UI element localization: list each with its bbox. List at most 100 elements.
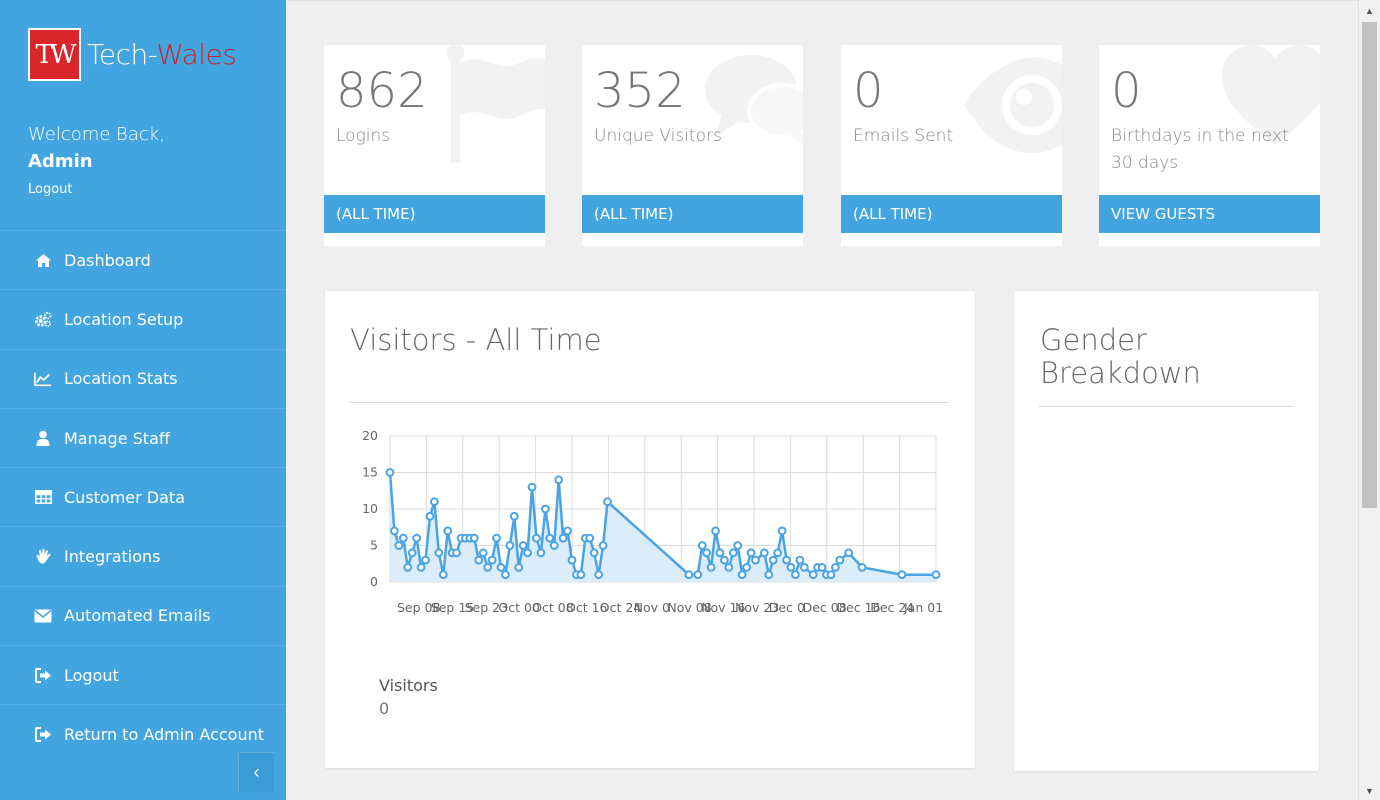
- data-point: [715, 548, 725, 558]
- data-point: [540, 504, 550, 514]
- data-point: [487, 555, 497, 565]
- data-point: [746, 548, 756, 558]
- stat-card-birthdays: 0 Birthdays in the next 30 days VIEW GUE…: [1099, 45, 1320, 246]
- visitors-panel: Visitors - All Time 0 5 10 15 20 Sep 08 Sep 15…: [325, 291, 975, 768]
- sidebar-item-return-admin[interactable]: Return to Admin Account: [0, 704, 286, 763]
- stat-value: 0: [853, 63, 884, 119]
- data-point: [385, 468, 395, 477]
- data-point: [728, 548, 738, 558]
- data-point: [403, 563, 413, 572]
- panel-divider: [1039, 406, 1294, 407]
- data-point: [549, 541, 559, 550]
- data-point: [474, 555, 484, 565]
- sidebar-item-location-setup[interactable]: Location Setup: [0, 289, 286, 348]
- data-point: [706, 563, 716, 572]
- stat-value: 0: [1111, 63, 1142, 119]
- page-scrollbar[interactable]: ▲ ▼: [1358, 0, 1380, 800]
- stat-value: 862: [336, 63, 428, 119]
- home-icon: [34, 253, 52, 268]
- data-point: [416, 563, 426, 572]
- x-tick-label: Oct 08: [532, 600, 574, 615]
- data-point: [724, 563, 734, 572]
- y-tick-label: 15: [362, 465, 378, 480]
- data-point: [394, 541, 404, 550]
- data-point: [733, 541, 743, 550]
- stat-footer-link[interactable]: (ALL TIME): [841, 195, 1062, 233]
- sidebar-item-integrations[interactable]: Integrations: [0, 526, 286, 585]
- data-point: [567, 555, 577, 565]
- data-point: [777, 526, 787, 536]
- data-point: [830, 563, 840, 572]
- line-chart-icon: [34, 371, 52, 387]
- sidebar-item-label: Dashboard: [64, 250, 151, 270]
- scroll-thumb[interactable]: [1362, 22, 1377, 508]
- data-point: [527, 482, 537, 492]
- data-point: [711, 526, 720, 536]
- data-point: [603, 497, 612, 507]
- brand-name: Tech-Wales: [87, 38, 237, 71]
- comments-icon: [705, 55, 803, 145]
- data-point: [496, 563, 506, 572]
- x-tick-label: Dec 08: [803, 600, 847, 615]
- legend-label: Visitors: [379, 676, 438, 695]
- stat-card-logins: 862 Logins (ALL TIME): [324, 45, 545, 246]
- data-point: [857, 563, 867, 572]
- data-point: [438, 570, 448, 580]
- data-point: [523, 548, 533, 558]
- stat-card-emails-sent: 0 Emails Sent (ALL TIME): [841, 45, 1062, 246]
- eye-icon: [964, 57, 1062, 153]
- data-point: [786, 563, 796, 572]
- data-point: [795, 555, 805, 565]
- data-point: [585, 533, 595, 543]
- data-point: [737, 570, 747, 580]
- sidebar-item-label: Location Stats: [64, 369, 178, 389]
- data-point: [742, 563, 752, 572]
- table-icon: [34, 490, 52, 505]
- chevron-left-icon: ‹: [253, 762, 260, 782]
- sidebar-item-automated-emails[interactable]: Automated Emails: [0, 585, 286, 645]
- sidebar-item-label: Return to Admin Account: [64, 725, 265, 745]
- data-point: [791, 570, 800, 580]
- data-point: [702, 548, 712, 558]
- scroll-down-arrow-icon[interactable]: ▼: [1365, 786, 1374, 796]
- hand-icon: [34, 548, 52, 565]
- data-point: [509, 511, 519, 521]
- data-point: [598, 541, 608, 550]
- data-point: [751, 555, 760, 565]
- stat-card-unique-visitors: 352 Unique Visitors (ALL TIME): [582, 45, 803, 246]
- scroll-up-arrow-icon[interactable]: ▲: [1365, 6, 1374, 16]
- data-point: [808, 570, 818, 580]
- legend-value: 0: [379, 699, 390, 718]
- data-point: [768, 555, 778, 565]
- stat-label: Birthdays in the next 30 days: [1111, 126, 1289, 173]
- data-point: [931, 570, 941, 580]
- data-point: [429, 497, 439, 507]
- x-tick-label: Dec 0: [769, 600, 805, 615]
- data-point: [773, 548, 783, 558]
- data-point: [563, 526, 572, 536]
- stat-footer-link[interactable]: VIEW GUESTS: [1099, 195, 1320, 233]
- cogs-icon: [34, 311, 52, 328]
- sidebar-item-logout[interactable]: Logout: [0, 645, 286, 704]
- data-point: [684, 570, 694, 580]
- data-point: [443, 526, 453, 536]
- x-tick-label: Nov 08: [667, 600, 711, 615]
- stat-footer-link[interactable]: (ALL TIME): [324, 195, 545, 233]
- sidebar-collapse-button[interactable]: ‹: [238, 752, 274, 792]
- y-tick-label: 0: [370, 574, 378, 589]
- sidebar-item-label: Integrations: [64, 547, 161, 567]
- sidebar-item-customer-data[interactable]: Customer Data: [0, 467, 286, 526]
- sidebar-nav: Dashboard Location Setup Location Stats …: [0, 230, 286, 764]
- x-tick-label: Sep 23: [465, 600, 508, 615]
- sidebar-logout-link[interactable]: Logout: [28, 182, 73, 197]
- sidebar-item-manage-staff[interactable]: Manage Staff: [0, 407, 286, 467]
- sidebar-item-dashboard[interactable]: Dashboard: [0, 230, 286, 289]
- data-point: [532, 533, 541, 543]
- data-point: [407, 548, 417, 558]
- stat-footer-link[interactable]: (ALL TIME): [582, 195, 803, 233]
- sidebar-item-location-stats[interactable]: Location Stats: [0, 348, 286, 408]
- brand-logo[interactable]: TW Tech-Wales: [28, 28, 237, 81]
- user-name: Admin: [28, 151, 93, 172]
- data-point: [412, 533, 422, 543]
